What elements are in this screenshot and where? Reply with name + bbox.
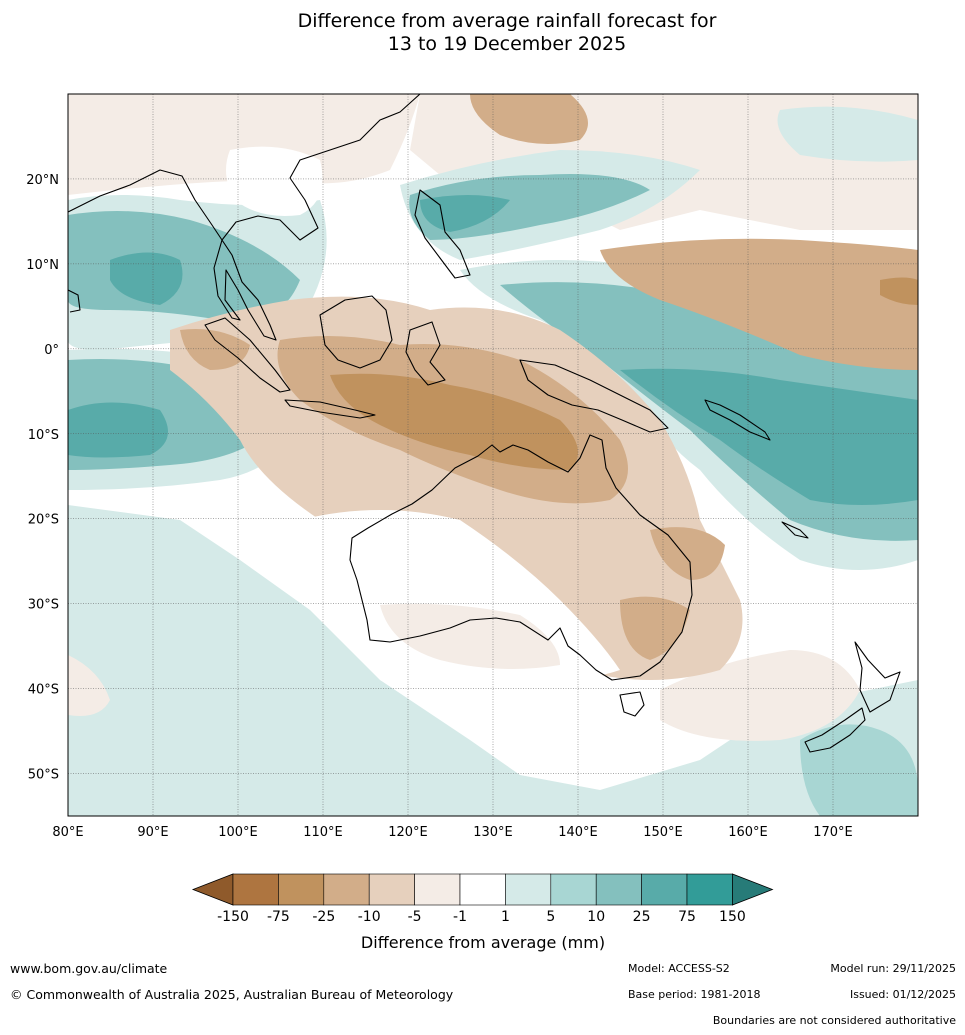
lat-tick-label: 10°S <box>28 428 59 443</box>
footer-base-period: Base period: 1981-2018 <box>628 988 761 1001</box>
legend-tick-label: -25 <box>312 909 335 925</box>
anomaly-tasman-dry <box>660 650 860 741</box>
legend-color-box <box>232 873 279 906</box>
anomaly-andaman-dry <box>180 329 250 370</box>
legend-color-box <box>686 873 733 906</box>
legend-color-box <box>278 873 325 906</box>
legend-tick-label: -1 <box>453 909 467 925</box>
footer-issued: Issued: 01/12/2025 <box>849 988 956 1001</box>
legend-tick-labels: -150 -75 -25 -10 -5 -1 1 5 10 25 75 150 <box>217 909 746 925</box>
anomaly-southern-ocean-wet-2 <box>800 724 918 816</box>
legend-color-box <box>414 873 461 906</box>
legend-color-box <box>368 873 415 906</box>
lat-tick-label: 20°S <box>28 513 59 528</box>
coastline-new-caledonia <box>781 521 809 539</box>
lat-tick-labels: 20°N 10°N 0° 10°S 20°S 30°S 40°S 50°S <box>26 173 59 783</box>
legend-caption: Difference from average (mm) <box>361 933 605 952</box>
coastline-new-zealand-south <box>804 707 866 753</box>
lat-tick-label: 0° <box>44 343 59 358</box>
lat-tick-label: 50°S <box>28 768 59 783</box>
legend-color-box <box>595 873 642 906</box>
coastline-java <box>284 399 376 419</box>
legend-tick-label: -150 <box>217 909 249 925</box>
legend-extend-low <box>191 873 234 906</box>
lon-tick-label: 170°E <box>813 825 853 840</box>
legend-color-box <box>323 873 370 906</box>
anomaly-southwest-ocean-dry <box>68 655 110 716</box>
legend-color-box <box>459 873 506 906</box>
lon-tick-labels: 80°E 90°E 100°E 110°E 120°E 130°E 140°E … <box>52 825 852 840</box>
legend-tick-label: 75 <box>678 909 696 925</box>
coastline-sumatra <box>204 317 291 393</box>
footer-model-run: Model run: 29/11/2025 <box>830 962 956 975</box>
legend-tick-label: -10 <box>358 909 381 925</box>
lat-tick-label: 20°N <box>26 173 59 188</box>
legend-tick-label: 5 <box>546 909 555 925</box>
footer-model: Model: ACCESS-S2 <box>628 962 730 975</box>
legend-tick-label: 25 <box>633 909 651 925</box>
anomaly-china-dry <box>470 94 588 144</box>
coastline-borneo <box>319 295 393 369</box>
anomaly-central-pacific-dry <box>600 238 918 370</box>
lon-tick-label: 80°E <box>52 825 83 840</box>
anomaly-south-indian-wet-strong <box>68 402 168 458</box>
graticule <box>67 94 918 816</box>
lon-tick-label: 160°E <box>728 825 768 840</box>
anomaly-east-australia-dry <box>650 527 725 580</box>
anomaly-philippines-wet-strong <box>420 195 510 232</box>
lat-tick-label: 30°S <box>28 598 59 613</box>
anomaly-indian-ocean-wet-strong <box>110 252 183 305</box>
coastline-australia <box>349 434 693 681</box>
lat-tick-label: 40°S <box>28 683 59 698</box>
legend-color-box <box>505 873 552 906</box>
legend-colorbar <box>191 873 774 906</box>
legend-tick-label: 150 <box>719 909 746 925</box>
legend-tick-label: -5 <box>408 909 422 925</box>
anomaly-indochina-dry <box>68 94 420 195</box>
legend-extend-high <box>732 873 774 906</box>
coastline-sri-lanka <box>68 289 81 313</box>
legend-tick-label: -75 <box>267 909 290 925</box>
lon-tick-label: 150°E <box>643 825 683 840</box>
anomaly-south-australia-light-dry <box>380 603 560 669</box>
title-line-1: Difference from average rainfall forecas… <box>297 10 717 32</box>
anomaly-central-pacific-dry-strong <box>880 277 918 305</box>
coastline-new-guinea <box>519 359 669 433</box>
coastlines <box>68 94 901 753</box>
coastline-philippines <box>414 189 471 279</box>
legend-tick-label: 1 <box>501 909 510 925</box>
coastline-new-zealand-north <box>854 641 901 713</box>
anomaly-north-pacific-teal <box>777 106 918 162</box>
lon-tick-label: 100°E <box>218 825 258 840</box>
legend-color-box <box>641 873 688 906</box>
legend-color-box <box>550 873 597 906</box>
map-frame <box>67 93 919 817</box>
coastline-tasmania <box>619 691 645 717</box>
lon-tick-label: 90°E <box>137 825 168 840</box>
anomaly-southern-ocean-wet <box>68 505 918 816</box>
lon-tick-label: 120°E <box>388 825 428 840</box>
lon-tick-label: 140°E <box>558 825 598 840</box>
lon-tick-label: 110°E <box>303 825 343 840</box>
coastline-sulawesi <box>405 321 446 386</box>
lon-tick-label: 130°E <box>473 825 513 840</box>
title-line-2: 13 to 19 December 2025 <box>387 33 627 55</box>
legend-tick-label: 10 <box>587 909 605 925</box>
coastline-solomon-islands <box>704 399 771 441</box>
footer-disclaimer: Boundaries are not considered authoritat… <box>712 1014 956 1027</box>
footer-url[interactable]: www.bom.gov.au/climate <box>10 961 168 976</box>
lat-tick-label: 10°N <box>26 258 59 273</box>
coastline-asia <box>68 94 421 341</box>
footer-copyright: © Commonwealth of Australia 2025, Austra… <box>10 987 454 1002</box>
map-title: Difference from average rainfall forecas… <box>0 10 965 56</box>
anomaly-equatorial-pacific-wet-strong <box>620 368 918 505</box>
